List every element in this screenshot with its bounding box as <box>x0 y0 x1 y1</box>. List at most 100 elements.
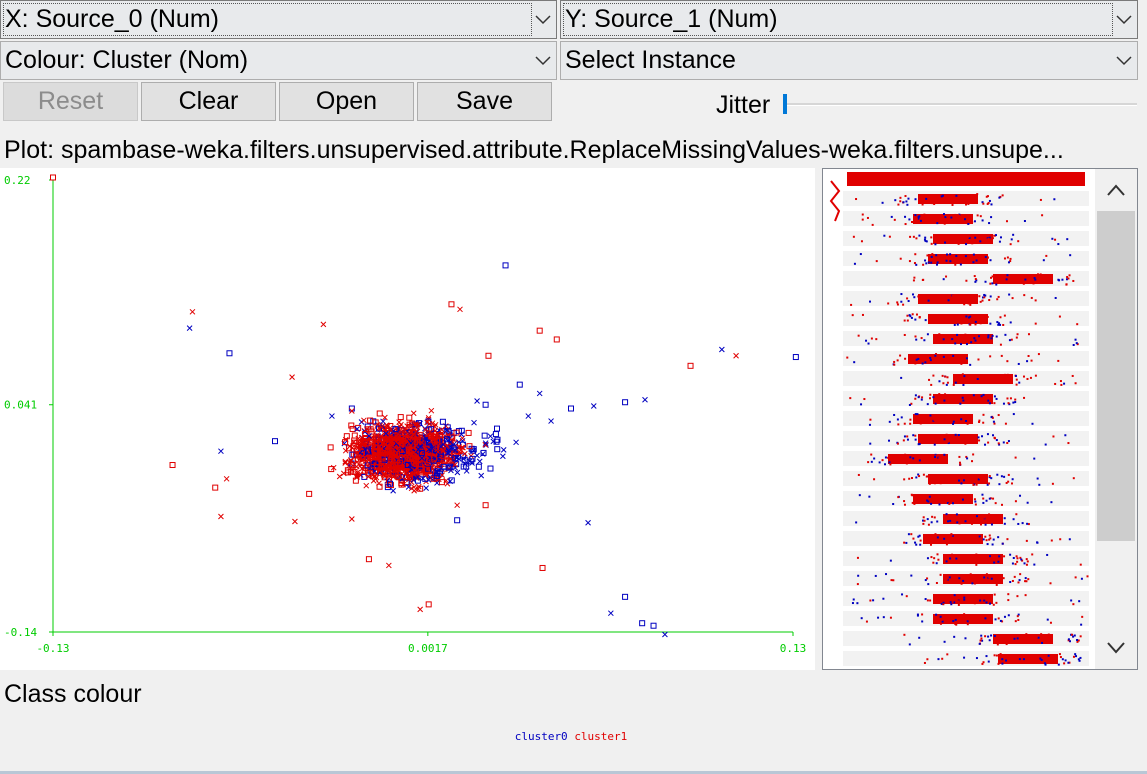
attribute-strip-dot <box>995 335 998 338</box>
attribute-strip-dot <box>967 222 970 225</box>
attribute-strip-dot <box>941 374 944 377</box>
attribute-strip-dot <box>914 318 917 321</box>
core-data-point <box>372 419 379 426</box>
core-data-point <box>347 468 354 475</box>
attribute-strip-dot <box>988 520 991 523</box>
attribute-strip-dot <box>989 355 992 358</box>
attribute-strip-dot <box>878 461 881 464</box>
chevron-down-icon[interactable] <box>1111 42 1137 79</box>
core-data-point <box>374 437 381 444</box>
attribute-strip-dot <box>944 375 947 378</box>
attribute-strip-dot <box>987 336 990 339</box>
attribute-strip-dot <box>999 653 1002 656</box>
attribute-strip-dot <box>1076 343 1079 346</box>
attribute-strip-dot <box>978 439 981 442</box>
attribute-strip-dot <box>973 602 976 605</box>
core-data-point <box>365 470 372 477</box>
attribute-strip-dot <box>988 555 991 558</box>
save-button[interactable]: Save <box>417 82 552 121</box>
core-data-point <box>439 418 446 425</box>
attribute-strip-dot <box>958 461 961 464</box>
select-instance-dropdown[interactable]: Select Instance <box>560 41 1138 80</box>
attribute-strip-dot <box>932 374 935 377</box>
attribute-strip-dot <box>904 215 907 218</box>
attribute-strip-dot <box>988 534 991 537</box>
scroll-up-arrow-icon[interactable] <box>1095 169 1137 211</box>
attribute-strip-dot <box>974 339 977 342</box>
open-button[interactable]: Open <box>279 82 414 121</box>
reset-button[interactable]: Reset <box>3 82 138 121</box>
attribute-strip-dot <box>890 579 893 582</box>
attribute-strip-dot <box>976 214 979 217</box>
attribute-strip-dot <box>885 573 888 576</box>
attribute-strip-dot <box>906 319 909 322</box>
attribute-strip-dot <box>925 475 928 478</box>
attribute-strip-dot <box>1001 503 1004 506</box>
attribute-strip-dot <box>934 533 937 536</box>
attribute-strip-dot <box>1008 403 1011 406</box>
core-data-point <box>432 433 439 440</box>
attribute-strip-dot <box>964 255 967 258</box>
attribute-strip-dot <box>917 295 920 298</box>
jitter-slider-track[interactable] <box>786 103 1137 106</box>
chevron-down-icon[interactable] <box>1111 1 1137 38</box>
attribute-strip-dot <box>969 598 972 601</box>
attribute-strip-dot <box>936 222 939 225</box>
attribute-strip-dot <box>904 223 907 226</box>
attribute-strip-dot <box>979 599 982 602</box>
core-data-point <box>482 440 489 447</box>
core-data-point <box>336 473 343 480</box>
attribute-strip-dot <box>1045 254 1048 257</box>
vertical-scrollbar[interactable] <box>1095 169 1137 669</box>
attribute-strip-dot <box>982 413 985 416</box>
attribute-strip-dot <box>942 382 945 385</box>
attribute-strip-dot <box>932 396 935 399</box>
attribute-strip-dot <box>1069 640 1072 643</box>
data-point-cluster1 <box>169 462 176 469</box>
attribute-strip-dot <box>861 218 864 221</box>
attribute-strip-dot <box>905 462 908 465</box>
attribute-strip-dot <box>1035 635 1038 638</box>
attribute-strip-dot <box>955 623 958 626</box>
attribute-strip-dot <box>1040 658 1043 661</box>
attribute-strip-dot <box>993 402 996 405</box>
attribute-strip-dot <box>1003 517 1006 520</box>
attribute-strip-dot <box>931 221 934 224</box>
core-data-point <box>342 439 349 446</box>
chevron-down-icon[interactable] <box>530 1 556 38</box>
core-data-point <box>450 444 457 451</box>
attribute-strip-dot <box>870 337 873 340</box>
attribute-strip-dot <box>888 235 891 238</box>
attribute-strip-dot <box>942 603 945 606</box>
attribute-strip-dot <box>931 515 934 518</box>
data-point-cluster0 <box>536 390 543 397</box>
attribute-strip-dot <box>922 263 925 266</box>
attribute-strip-dot <box>1000 354 1003 357</box>
core-data-point <box>372 460 379 467</box>
scrollbar-thumb[interactable] <box>1097 211 1135 541</box>
attribute-strip-dot <box>935 254 938 257</box>
chevron-down-icon[interactable] <box>530 42 556 79</box>
scroll-down-arrow-icon[interactable] <box>1095 627 1137 669</box>
attribute-strip-dot <box>1027 523 1030 526</box>
legend-item-cluster0[interactable]: cluster0 <box>514 730 568 743</box>
attribute-strip-dot <box>1067 277 1070 280</box>
attribute-bars-panel[interactable] <box>822 168 1138 670</box>
attribute-strip-dot <box>1011 562 1014 565</box>
clear-button[interactable]: Clear <box>141 82 276 121</box>
legend-item-cluster1[interactable]: cluster1 <box>574 730 628 743</box>
core-data-point <box>365 473 372 480</box>
y-axis-selector[interactable]: Y: Source_1 (Num) <box>560 0 1138 39</box>
colour-selector[interactable]: Colour: Cluster (Nom) <box>0 41 557 80</box>
attribute-strip-dot <box>948 502 951 505</box>
attribute-strip-dot <box>1015 513 1018 516</box>
attribute-strip-dot <box>984 396 987 399</box>
x-axis-selector[interactable]: X: Source_0 (Num) <box>0 0 557 39</box>
attribute-strip-dot <box>1052 435 1055 438</box>
attribute-strip-dot <box>948 615 951 618</box>
jitter-slider-thumb[interactable] <box>783 94 787 114</box>
attribute-strip-dot <box>952 620 955 623</box>
scatter-plot[interactable]: 0.22 0.041 -0.14 -0.13 0.0017 0.13 <box>0 168 815 670</box>
attribute-strip-dot <box>1073 634 1076 637</box>
core-data-point <box>418 439 425 446</box>
